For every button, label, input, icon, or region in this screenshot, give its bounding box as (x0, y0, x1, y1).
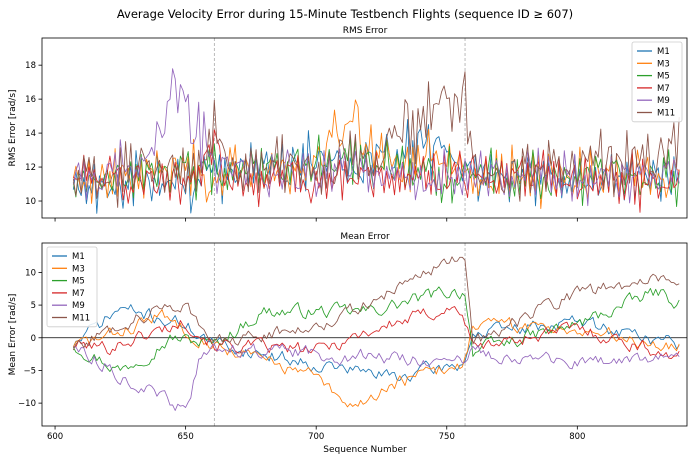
rms-series-line-m9 (72, 68, 680, 207)
rms-y-tick-label: 18 (25, 61, 36, 71)
mean-y-tick-label: −5 (23, 366, 36, 376)
mean-x-tick-label: 700 (308, 432, 324, 442)
mean-legend-label-m7: M7 (72, 289, 85, 299)
mean-x-tick-label: 650 (178, 432, 194, 442)
rms-legend-label-m11: M11 (657, 109, 675, 119)
mean-legend: M1 M3 M5 M7 M9 M11 (46, 246, 98, 328)
rms-y-tick-label: 14 (25, 129, 36, 139)
mean-x-tick-label: 800 (569, 432, 585, 442)
mean-x-tick-label: 600 (47, 432, 63, 442)
rms-series-line-m11 (72, 71, 680, 208)
mean-x-tick-label: 750 (439, 432, 455, 442)
rms-legend-box (631, 41, 683, 123)
rms-legend-label-m3: M3 (657, 59, 670, 69)
rms-x-axis (54, 218, 578, 222)
mean-y-tick-label: 5 (31, 301, 36, 311)
rms-series-line-m7 (73, 129, 680, 213)
rms-y-tick-label: 10 (25, 197, 36, 207)
mean-legend-box (46, 246, 98, 328)
rms-legend-label-m1: M1 (657, 47, 670, 57)
mean-legend-label-m9: M9 (72, 301, 85, 311)
mean-data-layer (42, 243, 687, 426)
figure-title: Average Velocity Error during 15-Minute … (117, 7, 573, 21)
mean-y-axis: −10 −5 0 5 10 (18, 268, 42, 409)
rms-y-tick-label: 12 (25, 163, 36, 173)
rms-data-layer (72, 38, 680, 218)
mean-y-tick-label: 10 (25, 268, 36, 278)
mean-series-line-m7 (73, 306, 680, 360)
mean-error-panel: Mean Error 600650700750800850 −10−50510 … (8, 232, 688, 455)
rms-legend-label-m5: M5 (657, 72, 670, 82)
mean-y-tick-label: 0 (31, 334, 36, 344)
mean-series-line-m3 (72, 309, 680, 408)
rms-panel-title: RMS Error (343, 26, 388, 36)
mean-plot-frame (41, 242, 688, 427)
mean-legend-label-m5: M5 (72, 277, 85, 287)
rms-y-axis-label: RMS Error [rad/s] (8, 89, 18, 166)
mean-series-line-m11 (72, 256, 680, 351)
rms-y-axis: 10 12 14 16 18 (25, 61, 42, 207)
mean-series-line-m9 (73, 343, 680, 411)
rms-legend-label-m7: M7 (657, 84, 670, 94)
rms-plot-frame (41, 37, 688, 219)
mean-panel-title: Mean Error (340, 232, 390, 242)
rms-error-panel: RMS Error 10 12 14 16 18 RMS Error [rad/s] M… (8, 26, 688, 222)
mean-y-tick-label: −10 (18, 399, 36, 409)
mean-legend-label-m1: M1 (72, 252, 85, 262)
mean-x-axis-label: Sequence Number (323, 445, 407, 455)
mean-legend-label-m11: M11 (72, 314, 90, 324)
rms-legend-label-m9: M9 (657, 96, 670, 106)
mean-y-axis-label: Mean Error [rad/s] (8, 294, 18, 376)
rms-legend: M1 M3 M5 M7 M9 M11 (631, 41, 683, 123)
rms-y-tick-label: 16 (25, 95, 36, 105)
mean-x-axis: 600650700750800850 (47, 426, 585, 442)
mean-legend-label-m3: M3 (72, 264, 85, 274)
mean-series-line-m5 (72, 286, 680, 372)
